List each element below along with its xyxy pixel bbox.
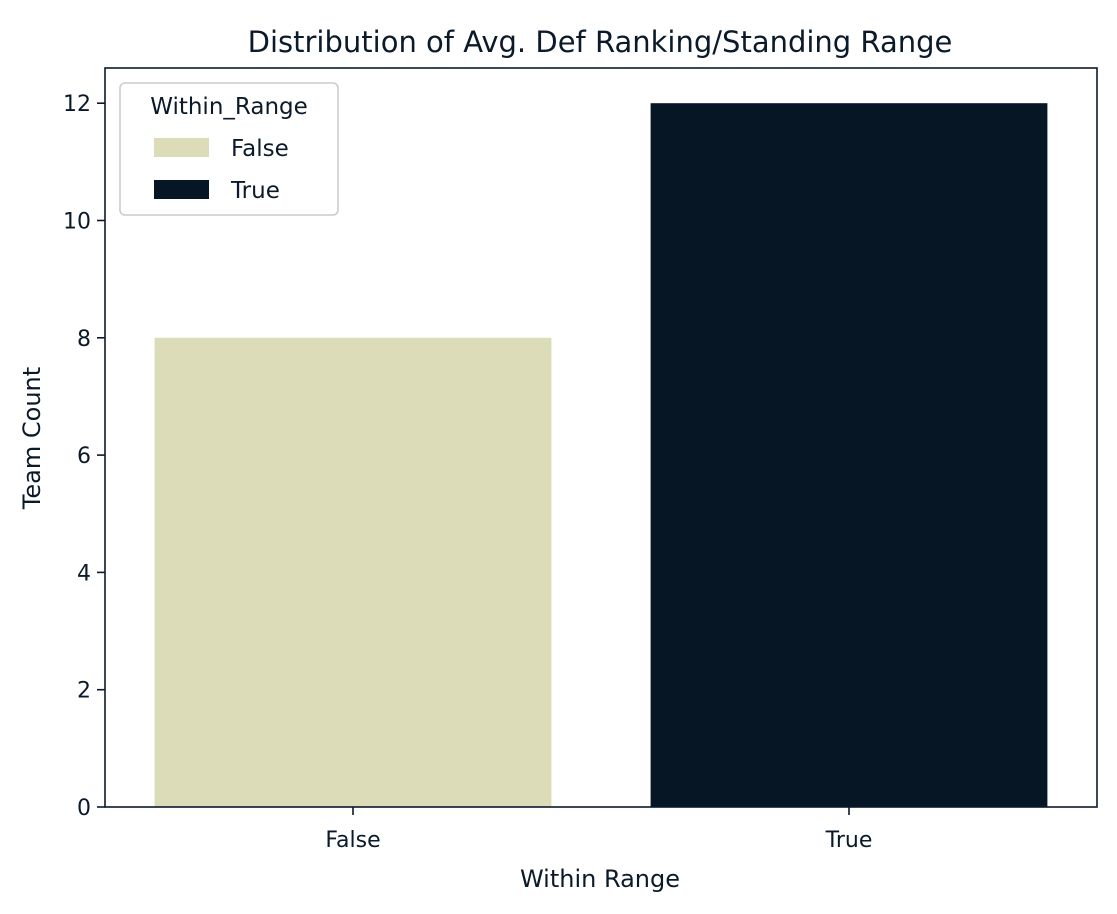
x-tick-label-true: True <box>825 828 873 853</box>
y-tick-label: 2 <box>77 679 91 704</box>
y-axis-ticks: 0 2 4 6 8 10 12 <box>63 92 105 821</box>
legend-title: Within_Range <box>150 94 308 120</box>
x-tick-label-false: False <box>325 828 380 853</box>
legend-swatch-true <box>154 180 209 199</box>
y-tick-label: 10 <box>63 209 91 234</box>
y-tick-label: 12 <box>63 92 91 117</box>
y-tick-label: 0 <box>77 796 91 821</box>
y-tick-label: 8 <box>77 327 91 352</box>
bar-true <box>650 103 1048 807</box>
legend-swatch-false <box>154 138 209 157</box>
legend-label-true: True <box>230 178 280 204</box>
x-axis-ticks: False True <box>325 807 872 853</box>
legend: Within_Range False True <box>119 82 339 216</box>
y-tick-label: 4 <box>77 561 91 586</box>
x-axis-label: Within Range <box>520 865 680 893</box>
bars-group <box>154 103 1048 807</box>
y-axis-label: Team Count <box>18 367 46 510</box>
y-tick-label: 6 <box>77 444 91 469</box>
bar-false <box>154 337 552 807</box>
legend-label-false: False <box>231 136 289 162</box>
plot-frame <box>104 67 1098 808</box>
chart-title: Distribution of Avg. Def Ranking/Standin… <box>248 25 953 59</box>
